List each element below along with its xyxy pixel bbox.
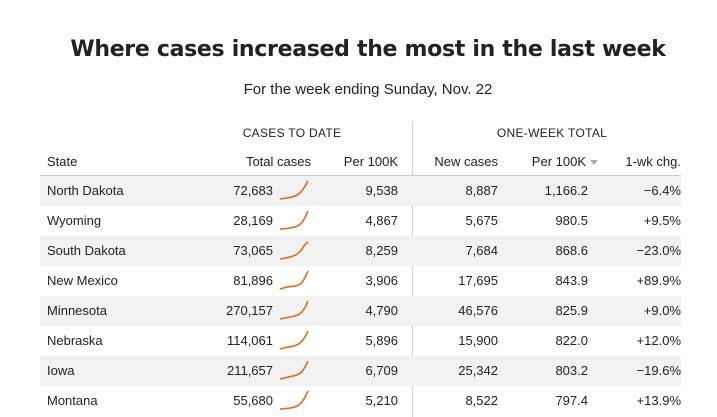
cell-state: Nebraska bbox=[47, 333, 103, 348]
sparkline bbox=[279, 360, 309, 380]
cell-week-per-100k: 822.0 bbox=[555, 333, 588, 348]
column-header-week-per-100k[interactable]: Per 100K bbox=[510, 154, 598, 169]
cell-state: South Dakota bbox=[47, 243, 126, 258]
sparkline bbox=[279, 330, 309, 350]
cell-week-per-100k: 1,166.2 bbox=[544, 183, 588, 198]
cell-per-100k: 3,906 bbox=[365, 273, 398, 288]
sort-descending-icon bbox=[590, 160, 598, 166]
sparkline-trend-line bbox=[279, 241, 309, 260]
column-header-change[interactable]: 1-wk chg. bbox=[625, 154, 681, 169]
cell-change: −23.0% bbox=[636, 243, 681, 258]
cell-week-per-100k: 868.6 bbox=[555, 243, 588, 258]
column-header-per-100k[interactable]: Per 100K bbox=[343, 154, 398, 169]
sparkline bbox=[279, 210, 309, 230]
sparkline bbox=[279, 300, 309, 320]
cell-new-cases: 8,887 bbox=[465, 183, 498, 198]
column-header-total-cases[interactable]: Total cases bbox=[245, 154, 311, 169]
cell-new-cases: 25,342 bbox=[458, 363, 498, 378]
sparkline bbox=[279, 180, 309, 200]
table-row: New Mexico 81,896 3,906 17,695 843.9 +89.9% bbox=[40, 266, 681, 296]
cell-total-cases: 55,680 bbox=[233, 393, 273, 408]
sparkline bbox=[279, 270, 309, 290]
cell-change: −19.6% bbox=[636, 363, 681, 378]
cell-state: North Dakota bbox=[47, 183, 124, 198]
cell-change: −6.4% bbox=[643, 183, 681, 198]
cell-new-cases: 5,675 bbox=[465, 213, 498, 228]
column-header-new-cases[interactable]: New cases bbox=[434, 154, 498, 169]
group-header-one-week-total: ONE-WEEK TOTAL bbox=[496, 126, 608, 140]
cell-per-100k: 8,259 bbox=[365, 243, 398, 258]
sparkline-trend-line bbox=[279, 390, 309, 410]
sparkline-trend-line bbox=[279, 180, 309, 200]
table-row: South Dakota 73,065 8,259 7,684 868.6 −23.0% bbox=[40, 236, 681, 266]
week-per-100k-label: Per 100K bbox=[531, 154, 586, 169]
cell-new-cases: 15,900 bbox=[458, 333, 498, 348]
cell-state: Iowa bbox=[47, 363, 75, 378]
cell-total-cases: 211,657 bbox=[226, 363, 273, 378]
cell-week-per-100k: 843.9 bbox=[555, 273, 588, 288]
cell-per-100k: 5,210 bbox=[365, 393, 398, 408]
cell-change: +13.9% bbox=[636, 393, 681, 408]
sparkline-trend-line bbox=[279, 330, 309, 350]
sparkline bbox=[279, 241, 309, 260]
cell-week-per-100k: 797.4 bbox=[555, 393, 588, 408]
sparkline-trend-line bbox=[279, 270, 309, 290]
table-row: Nebraska 114,061 5,896 15,900 822.0 +12.0% bbox=[40, 326, 681, 356]
chart-title: Where cases increased the most in the la… bbox=[70, 37, 666, 62]
cell-total-cases: 81,896 bbox=[233, 273, 273, 288]
table-body: North Dakota 72,683 9,538 8,887 1,166.2 −6.4%… bbox=[40, 176, 681, 416]
cell-total-cases: 72,683 bbox=[233, 183, 273, 198]
cell-state: New Mexico bbox=[47, 273, 118, 288]
header-rule bbox=[40, 175, 681, 176]
table-row: Iowa 211,657 6,709 25,342 803.2 −19.6% bbox=[40, 356, 681, 386]
table-row: Minnesota 270,157 4,790 46,576 825.9 +9.0% bbox=[40, 296, 681, 326]
cell-total-cases: 270,157 bbox=[226, 303, 273, 318]
cell-new-cases: 46,576 bbox=[458, 303, 498, 318]
sparkline-trend-line bbox=[279, 360, 309, 380]
cell-week-per-100k: 825.9 bbox=[555, 303, 588, 318]
cell-per-100k: 9,538 bbox=[365, 183, 398, 198]
cell-change: +89.9% bbox=[636, 273, 681, 288]
sparkline-trend-line bbox=[279, 300, 309, 320]
cell-per-100k: 4,790 bbox=[365, 303, 398, 318]
group-header-cases-to-date: CASES TO DATE bbox=[242, 126, 342, 140]
cell-total-cases: 28,169 bbox=[233, 213, 273, 228]
cell-change: +9.5% bbox=[643, 213, 681, 228]
cell-new-cases: 7,684 bbox=[465, 243, 498, 258]
column-header-state[interactable]: State bbox=[47, 154, 78, 169]
cell-total-cases: 114,061 bbox=[226, 333, 273, 348]
column-group-divider bbox=[412, 121, 413, 417]
cell-state: Minnesota bbox=[47, 303, 107, 318]
cell-week-per-100k: 803.2 bbox=[555, 363, 588, 378]
sparkline-trend-line bbox=[279, 210, 309, 230]
cell-per-100k: 5,896 bbox=[365, 333, 398, 348]
sparkline bbox=[279, 390, 309, 410]
cell-new-cases: 8,522 bbox=[465, 393, 498, 408]
cell-new-cases: 17,695 bbox=[458, 273, 498, 288]
cell-state: Montana bbox=[47, 393, 98, 408]
cell-per-100k: 6,709 bbox=[365, 363, 398, 378]
cell-change: +9.0% bbox=[643, 303, 681, 318]
cell-state: Wyoming bbox=[47, 213, 102, 228]
cell-per-100k: 4,867 bbox=[365, 213, 398, 228]
chart-subtitle: For the week ending Sunday, Nov. 22 bbox=[243, 81, 493, 98]
cell-week-per-100k: 980.5 bbox=[555, 213, 588, 228]
cell-change: +12.0% bbox=[636, 333, 681, 348]
table-row: North Dakota 72,683 9,538 8,887 1,166.2 −6.4% bbox=[40, 176, 681, 206]
cell-total-cases: 73,065 bbox=[233, 243, 273, 258]
table-row: Wyoming 28,169 4,867 5,675 980.5 +9.5% bbox=[40, 206, 681, 236]
table-row: Montana 55,680 5,210 8,522 797.4 +13.9% bbox=[40, 386, 681, 416]
